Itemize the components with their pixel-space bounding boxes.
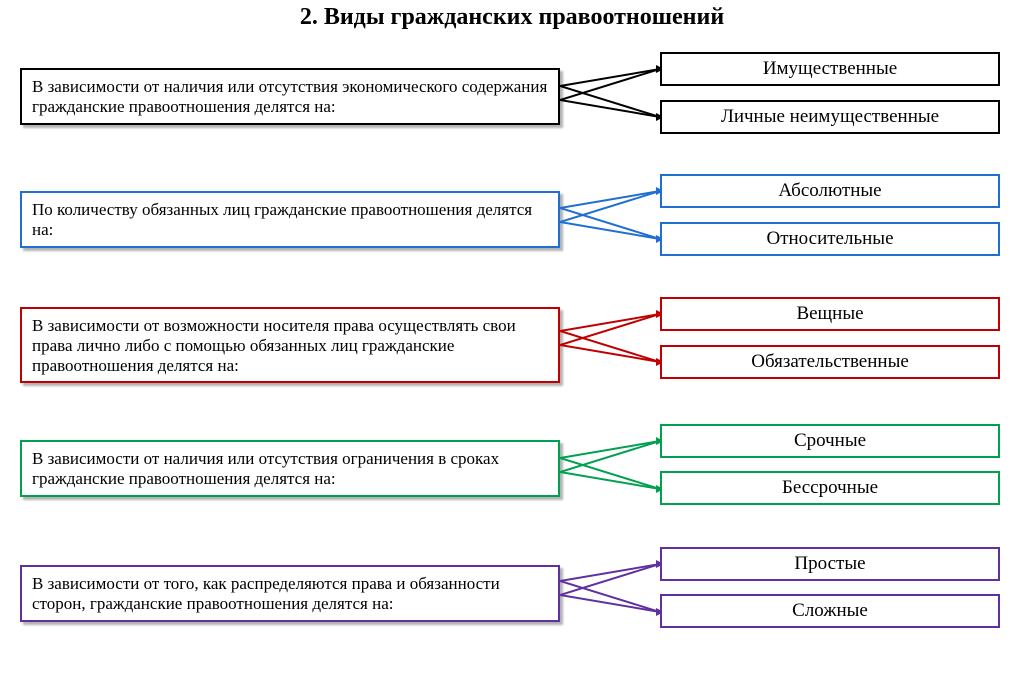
category-text-5: В зависимости от того, как распределяютс… — [32, 574, 500, 613]
category-box-5: В зависимости от того, как распределяютс… — [20, 565, 560, 622]
type-text-3b: Обязательственные — [751, 351, 909, 372]
category-text-4: В зависимости от наличия или отсутствия … — [32, 449, 499, 488]
type-box-5b: Сложные — [660, 594, 1000, 628]
connector-5 — [560, 547, 660, 629]
category-text-2: По количеству обязанных лиц гражданские … — [32, 200, 532, 239]
type-text-4a: Срочные — [794, 430, 866, 451]
type-box-3a: Вещные — [660, 297, 1000, 331]
category-text-3: В зависимости от возможности носителя пр… — [32, 316, 516, 375]
type-text-5b: Сложные — [792, 600, 868, 621]
type-box-5a: Простые — [660, 547, 1000, 581]
type-text-1a: Имущественные — [763, 58, 897, 79]
diagram-container: 2. Виды гражданских правоотношений В зав… — [0, 0, 1024, 686]
connector-4 — [560, 424, 660, 506]
page-title: 2. Виды гражданских правоотношений — [0, 4, 1024, 31]
category-box-4: В зависимости от наличия или отсутствия … — [20, 440, 560, 497]
category-box-1: В зависимости от наличия или отсутствия … — [20, 68, 560, 125]
type-text-5a: Простые — [794, 553, 865, 574]
type-box-3b: Обязательственные — [660, 345, 1000, 379]
type-text-3a: Вещные — [796, 303, 863, 324]
category-text-1: В зависимости от наличия или отсутствия … — [32, 77, 547, 116]
type-text-4b: Бессрочные — [782, 477, 878, 498]
type-text-1b: Личные неимущественные — [721, 106, 939, 127]
connector-3 — [560, 297, 660, 379]
type-box-2a: Абсолютные — [660, 174, 1000, 208]
connector-2 — [560, 174, 660, 256]
type-box-1b: Личные неимущественные — [660, 100, 1000, 134]
category-box-2: По количеству обязанных лиц гражданские … — [20, 191, 560, 248]
connector-1 — [560, 52, 660, 134]
type-box-1a: Имущественные — [660, 52, 1000, 86]
type-box-4b: Бессрочные — [660, 471, 1000, 505]
type-box-2b: Относительные — [660, 222, 1000, 256]
type-text-2a: Абсолютные — [778, 180, 881, 201]
category-box-3: В зависимости от возможности носителя пр… — [20, 307, 560, 383]
type-box-4a: Срочные — [660, 424, 1000, 458]
type-text-2b: Относительные — [766, 228, 893, 249]
